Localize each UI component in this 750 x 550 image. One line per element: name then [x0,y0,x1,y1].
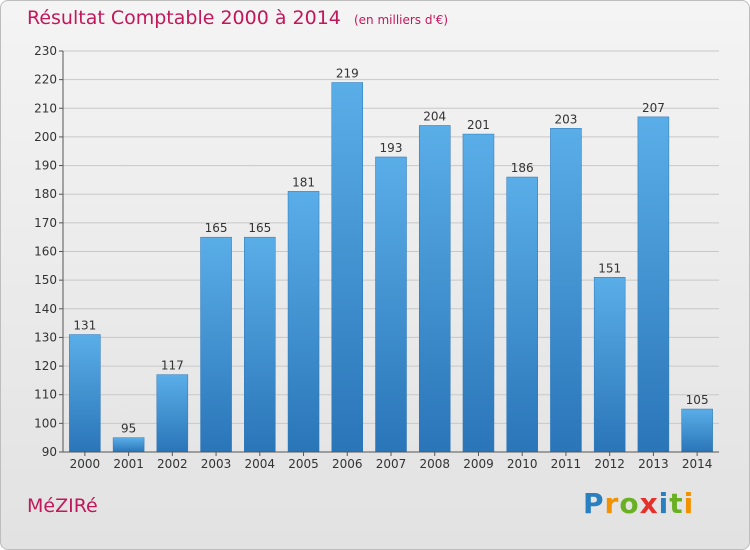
y-tick-label: 210 [34,101,57,115]
chart-title: Résultat Comptable 2000 à 2014 [27,7,341,29]
x-tick-label-2003: 2003 [201,457,232,471]
y-tick-label: 100 [34,416,57,430]
bar-2012 [593,277,626,453]
y-tick-label: 220 [34,73,57,87]
y-axis-ticks: 90 100 110 120 130 140 150 160 170 180 190 200 210 22… [34,44,64,459]
bar-2010 [506,176,538,453]
value-label-2002: 117 [161,359,184,373]
y-tick-label: 190 [34,159,57,173]
value-label-2008: 204 [423,109,446,123]
bar-2004 [244,236,276,453]
commune-name: MéZIRé [27,495,98,517]
logo-letter: i [683,487,695,520]
y-tick-label: 160 [34,245,57,259]
x-tick-label-2000: 2000 [70,457,101,471]
x-tick-label-2008: 2008 [419,457,450,471]
bar-2011 [550,128,582,453]
bar-2009 [462,133,495,453]
x-tick-label-2010: 2010 [507,457,538,471]
x-tick-label-2009: 2009 [463,457,494,471]
bar-2005 [287,191,320,453]
bar-2002 [156,374,189,453]
value-label-2001: 95 [121,422,136,436]
y-tick-label: 150 [34,273,57,287]
logo-letter: i [658,487,670,520]
bar-2003 [200,236,232,453]
bar-2014 [681,408,713,453]
chart-title-block: Résultat Comptable 2000 à 2014 (en milli… [27,7,448,29]
x-tick-label-2005: 2005 [288,457,319,471]
x-tick-label-2006: 2006 [332,457,363,471]
bar-2006 [331,82,364,453]
x-tick-label-2007: 2007 [376,457,407,471]
value-labels: 131 95 117 165 165 181 219 193 204 201 186 203 151 20… [73,67,708,436]
y-tick-label: 90 [42,445,57,459]
value-label-2003: 165 [205,221,228,235]
x-tick-label-2001: 2001 [113,457,144,471]
x-tick-label-2014: 2014 [682,457,713,471]
bar-2007 [375,156,407,453]
value-label-2009: 201 [467,118,490,132]
value-label-2004: 165 [248,221,271,235]
bar-2008 [418,125,451,453]
y-tick-label: 110 [34,388,57,402]
logo-letter: P [583,487,605,520]
value-label-2006: 219 [336,67,359,81]
logo-letter: t [669,487,684,520]
value-label-2014: 105 [686,393,709,407]
bar-2001 [112,437,145,453]
x-tick-label-2012: 2012 [594,457,625,471]
y-tick-label: 130 [34,330,57,344]
x-axis-labels: 2000 2001 2002 2003 2004 2005 2006 2007 2008 2009… [70,452,713,471]
chart-unit: (en milliers d'€) [353,13,449,27]
bars [69,82,713,453]
logo-letter: o [619,487,640,520]
y-tick-label: 200 [34,130,57,144]
x-tick-label-2011: 2011 [551,457,582,471]
value-label-2011: 203 [554,112,577,126]
value-label-2012: 151 [598,261,621,275]
x-tick-label-2013: 2013 [638,457,669,471]
value-label-2005: 181 [292,175,315,189]
proxiti-logo: Proxiti [583,487,694,520]
x-tick-label-2002: 2002 [157,457,188,471]
y-tick-label: 120 [34,359,57,373]
logo-letter: x [639,487,659,520]
logo-letter: r [604,487,620,520]
bar-2013 [637,116,670,453]
value-label-2010: 186 [511,161,534,175]
y-tick-label: 170 [34,216,57,230]
value-label-2013: 207 [642,101,665,115]
value-label-2000: 131 [73,319,96,333]
y-tick-label: 140 [34,302,57,316]
y-tick-label: 180 [34,187,57,201]
value-label-2007: 193 [380,141,403,155]
bar-2000 [69,334,101,453]
x-tick-label-2004: 2004 [245,457,276,471]
y-tick-label: 230 [34,44,57,58]
